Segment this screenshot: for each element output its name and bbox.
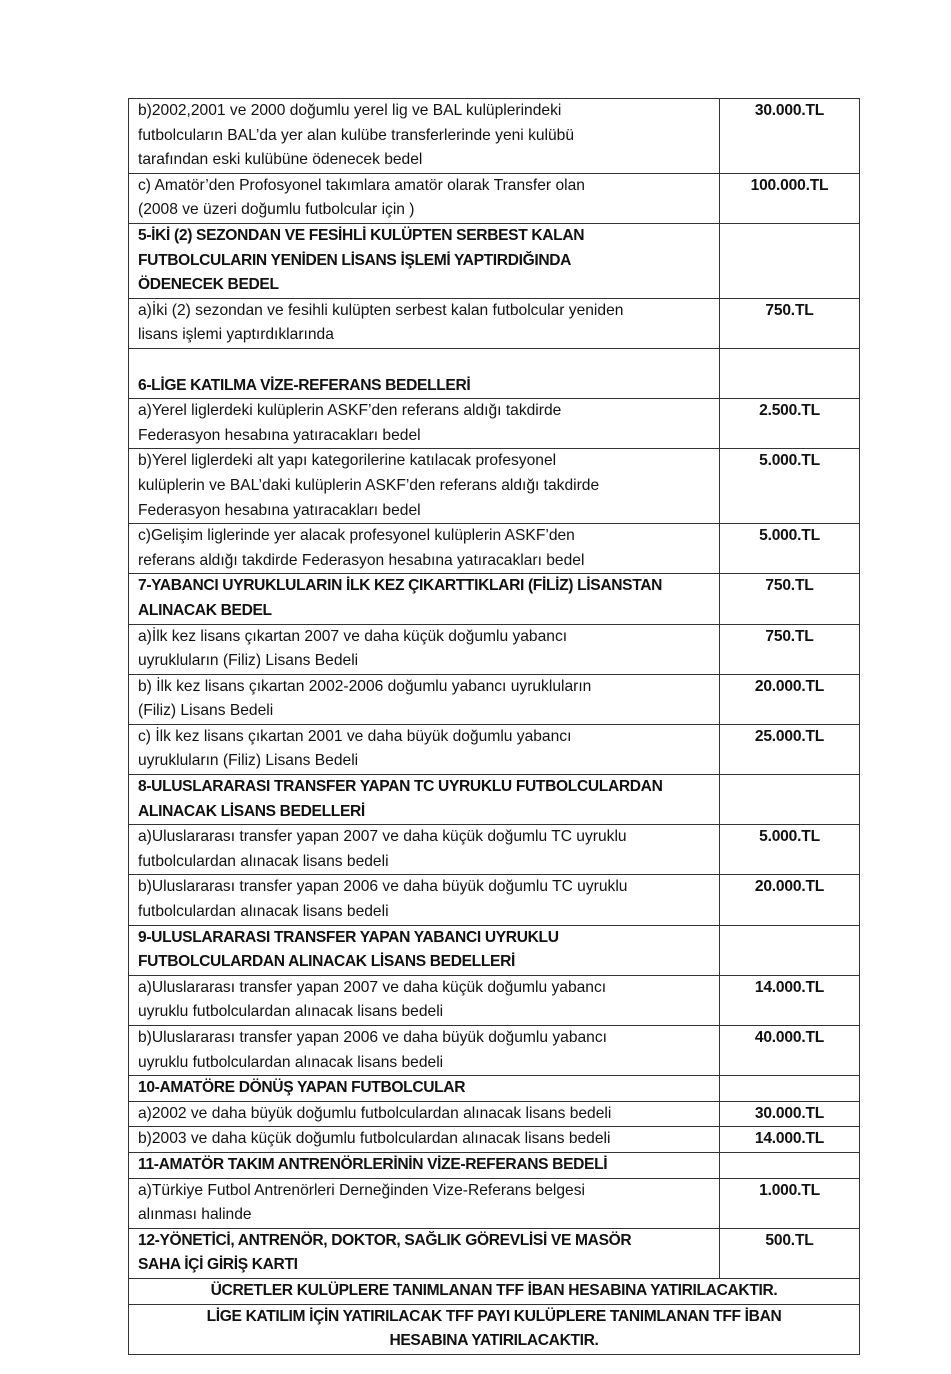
fee-amount: 30.000.TL [719,1100,860,1128]
fee-row: a)Türkiye Futbol Antrenörleri Derneğinde… [128,1177,860,1229]
fee-amount [719,1075,860,1102]
fee-description: 12-YÖNETİCİ, ANTRENÖR, DOKTOR, SAĞLIK GÖ… [128,1227,720,1279]
fee-table: b)2002,2001 ve 2000 doğumlu yerel lig ve… [128,98,860,1355]
fee-row: b)Uluslararası transfer yapan 2006 ve da… [128,1025,860,1077]
fee-row: b) İlk kez lisans çıkartan 2002-2006 doğ… [128,673,860,725]
fee-description: a)İlk kez lisans çıkartan 2007 ve daha k… [128,623,720,675]
fee-description: 9-ULUSLARARASI TRANSFER YAPAN YABANCI UY… [128,924,720,976]
fee-description: b) İlk kez lisans çıkartan 2002-2006 doğ… [128,673,720,725]
fee-row: a)Yerel liglerdeki kulüplerin ASKF’den r… [128,398,860,450]
fee-description: b)2002,2001 ve 2000 doğumlu yerel lig ve… [128,98,720,174]
fee-description: 8-ULUSLARARASI TRANSFER YAPAN TC UYRUKLU… [128,774,720,826]
fee-description: b)Uluslararası transfer yapan 2006 ve da… [128,874,720,926]
fee-amount: 25.000.TL [719,723,860,776]
fee-description: c)Gelişim liglerinde yer alacak profesyo… [128,523,720,575]
fee-description: c) İlk kez lisans çıkartan 2001 ve daha … [128,723,720,776]
fee-row: b)Yerel liglerdeki alt yapı kategorileri… [128,448,860,525]
fee-row: a)2002 ve daha büyük doğumlu futbolcular… [128,1100,860,1128]
fee-amount: 750.TL [719,297,860,349]
section-header-row: 12-YÖNETİCİ, ANTRENÖR, DOKTOR, SAĞLIK GÖ… [128,1227,860,1279]
fee-amount: 5.000.TL [719,448,860,525]
fee-description: 7-YABANCI UYRUKLULARIN İLK KEZ ÇIKARTTIK… [128,573,720,625]
fee-amount: 1.000.TL [719,1177,860,1229]
fee-amount: 500.TL [719,1227,860,1279]
fee-amount: 30.000.TL [719,98,860,174]
fee-amount: 5.000.TL [719,824,860,876]
fee-amount: 100.000.TL [719,172,860,224]
section-header-row: 6-LİGE KATILMA VİZE-REFERANS BEDELLERİ [128,347,860,400]
fee-row: a)İki (2) sezondan ve fesihli kulüpten s… [128,297,860,349]
fee-amount: 40.000.TL [719,1025,860,1077]
fee-description: b)Yerel liglerdeki alt yapı kategorileri… [128,448,720,525]
fee-description: 10-AMATÖRE DÖNÜŞ YAPAN FUTBOLCULAR [128,1075,720,1102]
fee-description: b)2003 ve daha küçük doğumlu futbolcular… [128,1126,720,1153]
fee-row: a)İlk kez lisans çıkartan 2007 ve daha k… [128,623,860,675]
fee-amount: 20.000.TL [719,673,860,725]
fee-amount: 750.TL [719,623,860,675]
section-header-row: 5-İKİ (2) SEZONDAN VE FESİHLİ KULÜPTEN S… [128,222,860,299]
fee-amount [719,774,860,826]
section-header-row: 8-ULUSLARARASI TRANSFER YAPAN TC UYRUKLU… [128,774,860,826]
fee-description: 11-AMATÖR TAKIM ANTRENÖRLERİNİN VİZE-REF… [128,1151,720,1179]
fee-description: 6-LİGE KATILMA VİZE-REFERANS BEDELLERİ [128,347,720,400]
fee-amount: 14.000.TL [719,1126,860,1153]
fee-amount [719,347,860,400]
fee-amount [719,1151,860,1179]
fee-row: b)2003 ve daha küçük doğumlu futbolcular… [128,1126,860,1153]
fee-row: b)2002,2001 ve 2000 doğumlu yerel lig ve… [128,98,860,174]
fee-amount: 2.500.TL [719,398,860,450]
fee-amount: 20.000.TL [719,874,860,926]
fee-amount: 14.000.TL [719,974,860,1027]
fee-row: c) Amatör’den Profosyonel takımlara amat… [128,172,860,224]
fee-amount: 750.TL [719,573,860,625]
fee-row: b)Uluslararası transfer yapan 2006 ve da… [128,874,860,926]
note-row: ÜCRETLER KULÜPLERE TANIMLANAN TFF İBAN H… [128,1277,860,1305]
section-header-row: 9-ULUSLARARASI TRANSFER YAPAN YABANCI UY… [128,924,860,976]
fee-description: a)Yerel liglerdeki kulüplerin ASKF’den r… [128,398,720,450]
fee-description: a)Uluslararası transfer yapan 2007 ve da… [128,974,720,1027]
note-row: LİGE KATILIM İÇİN YATIRILACAK TFF PAYI K… [128,1303,860,1355]
fee-description: a)İki (2) sezondan ve fesihli kulüpten s… [128,297,720,349]
fee-amount [719,924,860,976]
fee-description: a)2002 ve daha büyük doğumlu futbolcular… [128,1100,720,1128]
section-header-row: 11-AMATÖR TAKIM ANTRENÖRLERİNİN VİZE-REF… [128,1151,860,1179]
fee-description: b)Uluslararası transfer yapan 2006 ve da… [128,1025,720,1077]
fee-description: 5-İKİ (2) SEZONDAN VE FESİHLİ KULÜPTEN S… [128,222,720,299]
fee-amount [719,222,860,299]
fee-description: c) Amatör’den Profosyonel takımlara amat… [128,172,720,224]
fee-description: a)Türkiye Futbol Antrenörleri Derneğinde… [128,1177,720,1229]
fee-row: c) İlk kez lisans çıkartan 2001 ve daha … [128,723,860,776]
payment-note: LİGE KATILIM İÇİN YATIRILACAK TFF PAYI K… [128,1303,860,1355]
fee-row: c)Gelişim liglerinde yer alacak profesyo… [128,523,860,575]
fee-amount: 5.000.TL [719,523,860,575]
payment-note: ÜCRETLER KULÜPLERE TANIMLANAN TFF İBAN H… [128,1277,860,1305]
fee-row: a)Uluslararası transfer yapan 2007 ve da… [128,974,860,1027]
section-header-row: 7-YABANCI UYRUKLULARIN İLK KEZ ÇIKARTTIK… [128,573,860,625]
fee-row: a)Uluslararası transfer yapan 2007 ve da… [128,824,860,876]
fee-description: a)Uluslararası transfer yapan 2007 ve da… [128,824,720,876]
section-header-row: 10-AMATÖRE DÖNÜŞ YAPAN FUTBOLCULAR [128,1075,860,1102]
